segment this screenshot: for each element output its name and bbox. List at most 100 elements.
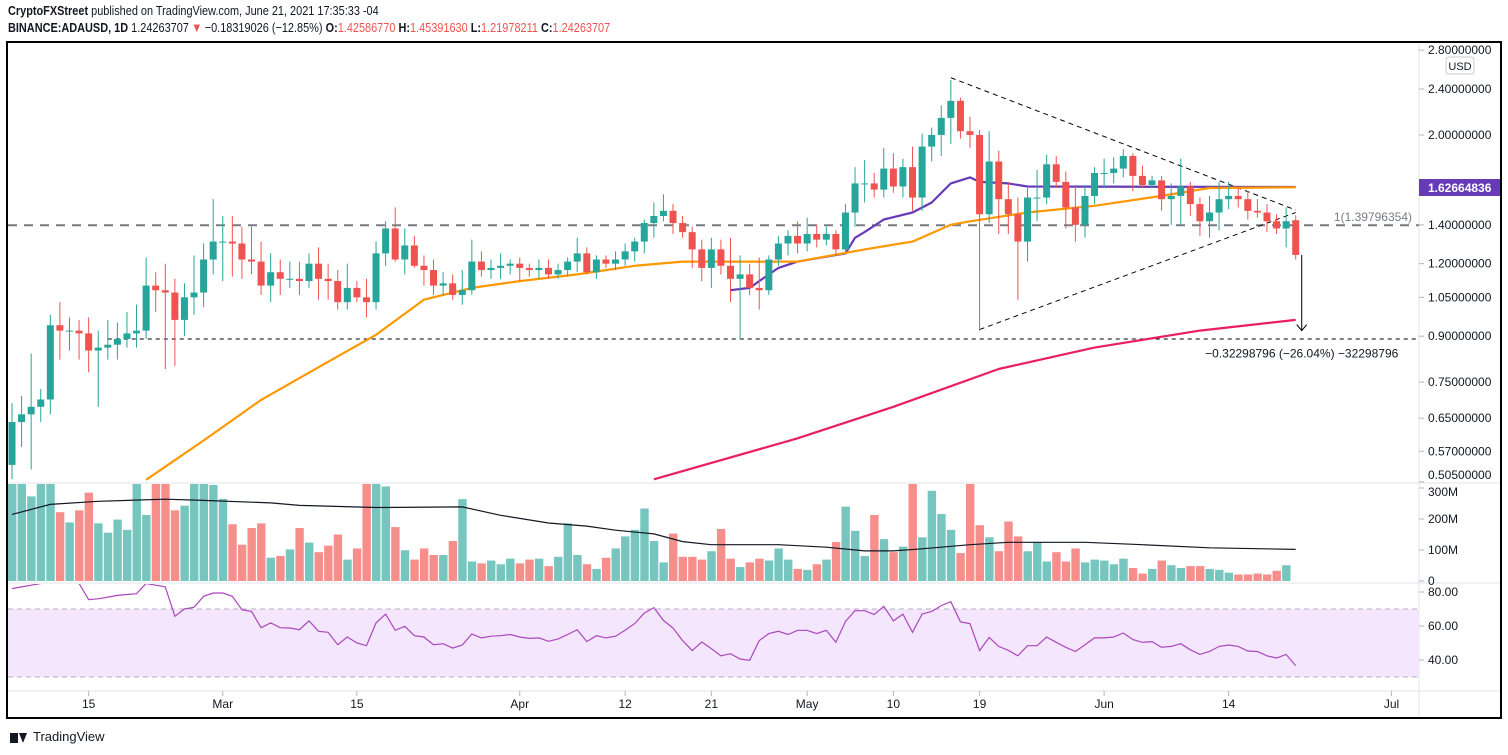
triangle-lower-line[interactable] bbox=[979, 212, 1296, 331]
candle[interactable] bbox=[8, 403, 16, 480]
volume-pane[interactable] bbox=[8, 457, 1296, 581]
candle[interactable] bbox=[1100, 158, 1108, 189]
candle[interactable] bbox=[1167, 183, 1175, 225]
candle[interactable] bbox=[1004, 181, 1012, 234]
candle[interactable] bbox=[1091, 167, 1099, 205]
candle[interactable] bbox=[899, 158, 907, 198]
candle[interactable] bbox=[1273, 214, 1281, 234]
candle[interactable] bbox=[295, 261, 303, 295]
candle[interactable] bbox=[113, 322, 121, 360]
candle[interactable] bbox=[487, 259, 495, 279]
candle[interactable] bbox=[468, 239, 476, 295]
candle[interactable] bbox=[27, 353, 35, 470]
candle[interactable] bbox=[573, 237, 581, 273]
candle[interactable] bbox=[1263, 204, 1271, 233]
candle[interactable] bbox=[477, 251, 485, 277]
candle[interactable] bbox=[889, 153, 897, 193]
candle[interactable] bbox=[669, 204, 677, 234]
candle[interactable] bbox=[75, 319, 83, 360]
candle[interactable] bbox=[276, 259, 284, 295]
candle[interactable] bbox=[1177, 158, 1185, 225]
candle[interactable] bbox=[65, 317, 73, 351]
candle[interactable] bbox=[803, 217, 811, 252]
candle[interactable] bbox=[679, 215, 687, 238]
candle[interactable] bbox=[267, 253, 275, 303]
candle[interactable] bbox=[602, 255, 610, 268]
candle[interactable] bbox=[746, 263, 754, 295]
candle[interactable] bbox=[1014, 197, 1022, 300]
candle[interactable] bbox=[918, 133, 926, 211]
candle[interactable] bbox=[353, 281, 361, 303]
candle[interactable] bbox=[94, 330, 102, 407]
candle[interactable] bbox=[449, 274, 457, 300]
candle[interactable] bbox=[813, 224, 821, 248]
candle[interactable] bbox=[640, 219, 648, 254]
candle[interactable] bbox=[152, 272, 160, 313]
candle[interactable] bbox=[583, 247, 591, 275]
candle[interactable] bbox=[1186, 181, 1194, 216]
candle[interactable] bbox=[324, 263, 332, 300]
candle[interactable] bbox=[506, 259, 514, 275]
candle[interactable] bbox=[784, 230, 792, 256]
candle[interactable] bbox=[420, 255, 428, 286]
candle[interactable] bbox=[985, 131, 993, 224]
candle[interactable] bbox=[880, 147, 888, 198]
candle[interactable] bbox=[257, 241, 265, 295]
candle[interactable] bbox=[1033, 170, 1041, 222]
candle[interactable] bbox=[209, 199, 217, 275]
candle[interactable] bbox=[717, 239, 725, 275]
candle[interactable] bbox=[947, 79, 955, 144]
candle[interactable] bbox=[774, 235, 782, 266]
candle[interactable] bbox=[200, 243, 208, 308]
candle[interactable] bbox=[956, 97, 964, 139]
candle[interactable] bbox=[133, 304, 141, 348]
candle[interactable] bbox=[171, 278, 179, 366]
candle[interactable] bbox=[1234, 188, 1242, 208]
candle[interactable] bbox=[430, 259, 438, 295]
triangle-upper-line[interactable] bbox=[950, 77, 1296, 211]
candle[interactable] bbox=[650, 202, 658, 238]
candle[interactable] bbox=[612, 251, 620, 271]
candle[interactable] bbox=[334, 270, 342, 310]
candle[interactable] bbox=[631, 237, 639, 262]
candle[interactable] bbox=[1292, 215, 1300, 260]
candle[interactable] bbox=[1071, 184, 1079, 242]
candle[interactable] bbox=[56, 302, 64, 360]
candle[interactable] bbox=[1253, 199, 1261, 218]
candle[interactable] bbox=[37, 388, 45, 423]
candle[interactable] bbox=[85, 317, 93, 373]
candle[interactable] bbox=[1129, 153, 1137, 192]
main-pane[interactable]: 1(1.39796354) −0.32298796 (−26.04%) −3229… bbox=[8, 77, 1419, 481]
candle[interactable] bbox=[238, 226, 246, 279]
candle[interactable] bbox=[18, 395, 26, 447]
candle[interactable] bbox=[1215, 181, 1223, 231]
candle[interactable] bbox=[458, 270, 466, 305]
candle[interactable] bbox=[1081, 184, 1089, 238]
candle[interactable] bbox=[104, 319, 112, 360]
candle[interactable] bbox=[822, 226, 830, 246]
candle[interactable] bbox=[439, 272, 447, 295]
candle[interactable] bbox=[1110, 157, 1118, 184]
candle[interactable] bbox=[305, 253, 313, 288]
candle[interactable] bbox=[46, 314, 54, 415]
candle[interactable] bbox=[1062, 171, 1070, 229]
candle[interactable] bbox=[382, 221, 390, 266]
candle[interactable] bbox=[995, 150, 1003, 234]
candle[interactable] bbox=[1043, 154, 1051, 205]
candle[interactable] bbox=[851, 167, 859, 227]
candle[interactable] bbox=[928, 127, 936, 162]
candle[interactable] bbox=[870, 172, 878, 198]
candle[interactable] bbox=[362, 278, 370, 318]
candle[interactable] bbox=[707, 237, 715, 288]
candle[interactable] bbox=[497, 253, 505, 279]
candle[interactable] bbox=[190, 255, 198, 315]
candle[interactable] bbox=[621, 243, 629, 266]
candle[interactable] bbox=[976, 129, 984, 331]
candle[interactable] bbox=[142, 257, 150, 339]
candle[interactable] bbox=[592, 255, 600, 279]
candle[interactable] bbox=[688, 226, 696, 268]
candle[interactable] bbox=[659, 194, 667, 222]
candle[interactable] bbox=[161, 263, 169, 370]
candle[interactable] bbox=[755, 257, 763, 310]
